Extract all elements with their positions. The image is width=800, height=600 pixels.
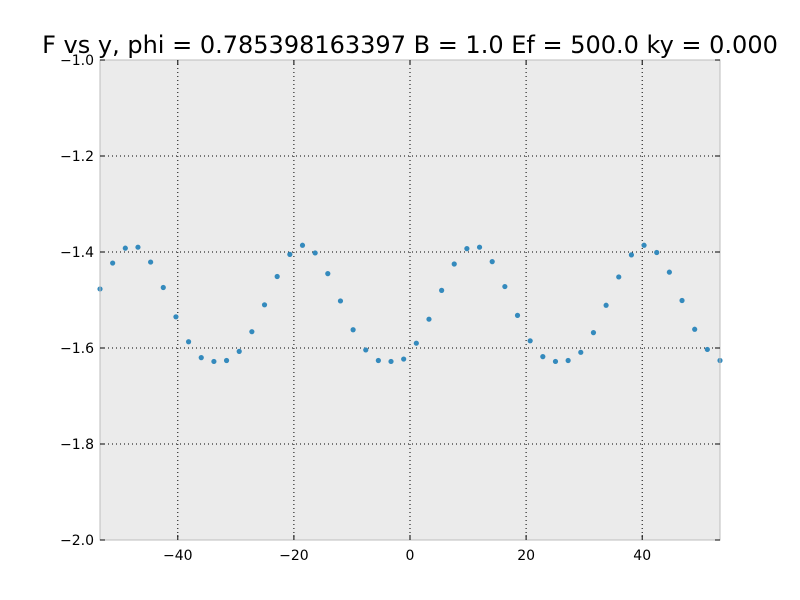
y-tick-label: −1.0: [60, 53, 94, 69]
data-point: [628, 252, 635, 258]
x-tick-label: 20: [517, 548, 535, 564]
data-point: [299, 242, 306, 248]
data-point: [514, 312, 521, 318]
data-point: [211, 358, 217, 365]
data-point: [325, 271, 331, 277]
data-point: [135, 244, 141, 250]
data-point: [540, 354, 546, 360]
x-tick-label: −40: [163, 548, 193, 564]
axis-ticks: [100, 59, 720, 541]
data-point: [363, 347, 369, 353]
data-point: [401, 356, 407, 362]
data-point: [274, 273, 280, 280]
data-point: [476, 244, 483, 250]
data-point: [185, 339, 192, 345]
data-point: [337, 298, 344, 304]
data-point: [223, 357, 230, 364]
data-point: [426, 316, 432, 322]
data-point: [110, 260, 116, 266]
data-point: [464, 246, 470, 252]
data-point: [148, 259, 154, 265]
chart-title: F vs y, phi = 0.785398163397 B = 1.0 Ef …: [42, 31, 778, 59]
y-tick-label: −1.4: [60, 245, 94, 261]
data-point: [527, 338, 533, 344]
data-point: [439, 287, 445, 293]
data-point: [603, 302, 609, 308]
data-point: [413, 340, 419, 346]
y-tick-label: −1.6: [60, 341, 94, 357]
data-point: [578, 349, 584, 355]
x-tick-label: 0: [406, 548, 415, 564]
data-point: [261, 302, 268, 308]
data-point: [654, 249, 660, 256]
data-points: [97, 242, 723, 365]
data-point: [552, 358, 559, 365]
data-point: [451, 261, 457, 267]
data-point: [375, 357, 381, 364]
data-point: [565, 357, 571, 364]
data-point: [236, 348, 242, 354]
data-point: [287, 251, 293, 257]
data-point: [704, 346, 710, 353]
data-point: [388, 358, 394, 365]
data-point: [122, 245, 128, 251]
y-tick-label: −1.8: [60, 437, 94, 453]
data-point: [489, 259, 495, 265]
data-point: [312, 250, 318, 256]
data-point: [173, 314, 179, 320]
data-point: [502, 283, 508, 290]
data-point: [350, 327, 356, 333]
data-point: [679, 297, 685, 304]
y-tick-label: −2.0: [60, 533, 94, 549]
x-tick-label: 40: [633, 548, 651, 564]
data-point: [616, 274, 622, 280]
y-axis-tick-labels: −1.0 −1.2 −1.4 −1.6 −1.8 −2.0: [60, 53, 94, 549]
x-axis-tick-labels: −40 −20 0 20 40: [163, 548, 651, 564]
y-tick-label: −1.2: [60, 149, 94, 165]
data-point: [641, 242, 647, 248]
data-point: [160, 284, 166, 291]
x-tick-label: −20: [279, 548, 309, 564]
data-point: [249, 329, 255, 335]
data-point: [692, 326, 698, 332]
data-point: [666, 269, 672, 275]
data-point: [590, 330, 597, 336]
data-point: [198, 355, 204, 361]
